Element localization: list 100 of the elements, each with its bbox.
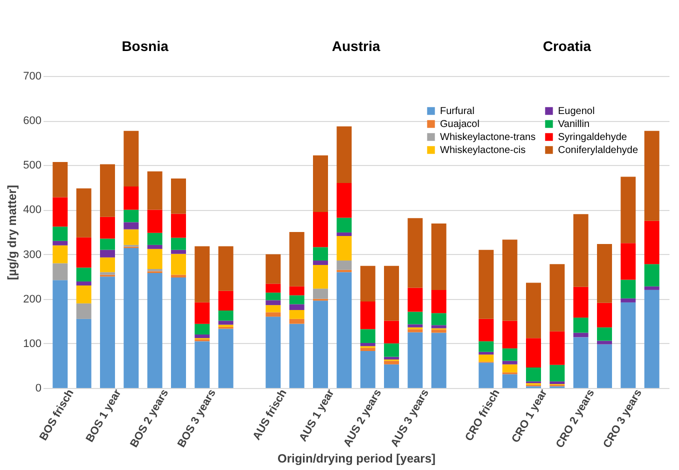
bar (336, 260, 352, 270)
y-tick-label: 500 (23, 160, 42, 172)
bar (620, 280, 636, 298)
bar (644, 130, 660, 221)
bar (147, 244, 162, 249)
bar (52, 197, 68, 227)
bar (76, 303, 92, 319)
legend-label: Eugenol (558, 106, 595, 117)
bar (502, 348, 518, 361)
bar (194, 246, 210, 302)
bar (478, 341, 494, 352)
bar (336, 272, 352, 388)
bar (266, 284, 281, 293)
bar (408, 218, 423, 288)
bar (170, 274, 186, 278)
bar (170, 214, 186, 238)
legend-label: Coniferylaldehyde (558, 145, 638, 156)
legend-label: Vanillin (558, 119, 590, 130)
bar (147, 248, 162, 269)
bar (384, 356, 399, 360)
bar (124, 222, 139, 230)
y-tick-label: 0 (35, 382, 42, 394)
bar (550, 381, 565, 384)
bar (550, 264, 565, 332)
bar (408, 329, 423, 332)
bar (313, 288, 328, 299)
legend-label: Furfural (440, 106, 474, 117)
bar (289, 232, 304, 286)
bar (52, 240, 68, 246)
bar (360, 266, 376, 302)
bar (526, 367, 542, 382)
bar (336, 236, 352, 261)
bar (502, 320, 518, 348)
bar (100, 272, 115, 275)
bar (194, 324, 210, 335)
bar (336, 126, 352, 183)
bar (573, 318, 588, 333)
bar (100, 216, 115, 239)
bar (124, 210, 139, 222)
bar (194, 302, 210, 324)
bar (266, 254, 281, 284)
bar (289, 310, 304, 319)
y-tick-label: 100 (23, 338, 42, 350)
bar (52, 263, 68, 280)
bar (384, 266, 399, 321)
bar (384, 343, 399, 357)
bar (550, 364, 565, 382)
legend-label: Whiskeylactone-trans (440, 132, 536, 143)
y-tick-label: 400 (23, 204, 42, 216)
y-tick-label: 200 (23, 293, 42, 306)
bar (170, 254, 186, 275)
bar (289, 295, 304, 304)
bar (147, 268, 162, 272)
bar (644, 264, 660, 286)
y-tick-label: 700 (23, 70, 42, 82)
bar (431, 330, 446, 333)
bar (360, 342, 376, 346)
bar (478, 362, 494, 388)
bar (620, 302, 636, 388)
bar (194, 341, 210, 388)
bar (313, 212, 328, 248)
bar (597, 244, 612, 303)
bar (76, 281, 92, 286)
bar (266, 316, 281, 388)
bar (502, 240, 518, 321)
bar (408, 288, 423, 312)
bar (313, 300, 328, 388)
y-tick-label: 600 (23, 115, 42, 128)
bar (289, 286, 304, 296)
bar (170, 277, 186, 388)
bar (289, 324, 304, 388)
bar (408, 312, 423, 324)
bar (431, 313, 446, 326)
bar (124, 229, 139, 245)
bar (52, 162, 68, 198)
bar (336, 270, 352, 272)
bar (360, 351, 376, 388)
bar (313, 155, 328, 212)
y-tick-label: 300 (23, 248, 42, 261)
bar (266, 292, 281, 300)
bar (408, 324, 423, 328)
bar (526, 282, 542, 338)
bar (573, 337, 588, 388)
bar (289, 318, 304, 324)
bar (644, 220, 660, 264)
bar (431, 290, 446, 314)
bar (360, 329, 376, 343)
bar (218, 320, 234, 325)
bar (218, 246, 234, 291)
bar (313, 247, 328, 261)
bar (147, 273, 162, 388)
bar (266, 300, 281, 306)
bar (76, 318, 92, 388)
bar (76, 188, 92, 238)
bar (573, 332, 588, 338)
bar (597, 340, 612, 344)
bar (360, 348, 376, 352)
bar (147, 232, 162, 245)
bar (76, 285, 92, 304)
bar (408, 332, 423, 388)
